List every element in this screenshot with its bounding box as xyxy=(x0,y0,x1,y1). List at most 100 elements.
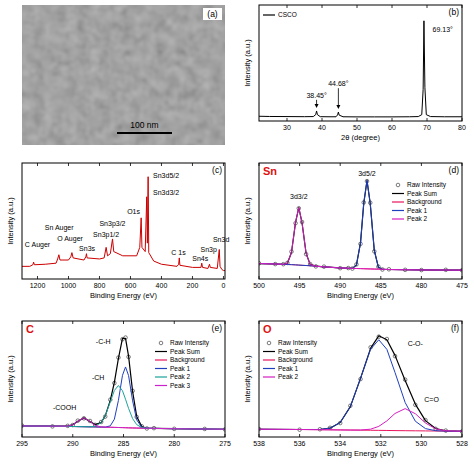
legend-label: Peak Sum xyxy=(407,190,437,197)
x-tick-label: 536 xyxy=(294,440,306,447)
x-tick-label: 290 xyxy=(67,440,79,447)
plot-frame xyxy=(259,321,462,437)
x-axis-title: 2θ (degree) xyxy=(341,133,380,142)
legend-swatch xyxy=(155,376,167,377)
legend-swatch xyxy=(392,193,404,194)
annotation: Sn Auger xyxy=(45,224,74,232)
legend-swatch xyxy=(392,210,404,211)
x-tick-label: 60 xyxy=(388,124,396,131)
legend-label: Peak 1 xyxy=(170,365,191,372)
legend-swatch xyxy=(155,385,167,386)
panel: 295290285280275C(e)Raw IntensityPeak Sum… xyxy=(6,321,231,458)
y-axis-title: Intensity (a.u.) xyxy=(243,355,252,403)
series-line xyxy=(259,340,462,431)
legend-label: Background xyxy=(170,356,205,364)
x-tick-label: 530 xyxy=(416,440,428,447)
legend-swatch xyxy=(263,359,275,360)
x-tick-label: 495 xyxy=(294,282,306,289)
figure: (a)100 nm304050607080(b)CSCO69.13°38.45°… xyxy=(0,0,474,474)
series-line xyxy=(259,208,462,271)
annotation: O Auger xyxy=(57,235,83,243)
annotation-arrowhead xyxy=(336,105,340,109)
annotation: 3d5/2 xyxy=(358,170,376,177)
x-tick-label: 528 xyxy=(456,440,468,447)
legend-swatch xyxy=(263,14,275,15)
series-line xyxy=(22,367,225,429)
series-line xyxy=(259,180,462,270)
data xyxy=(259,179,462,272)
annotation: Sn3p3/2 xyxy=(99,220,125,228)
legend-label: Peak 2 xyxy=(278,373,299,380)
data xyxy=(259,335,462,433)
legend-label: Peak 1 xyxy=(278,365,299,372)
annotation: 38.45° xyxy=(306,92,327,99)
series-line xyxy=(259,409,462,432)
x-tick-label: 40 xyxy=(318,124,326,131)
annotation: C-O- xyxy=(408,340,424,347)
series-line xyxy=(22,338,225,429)
legend-label: Peak 3 xyxy=(170,382,191,389)
annotation: Sn3p1/2 xyxy=(93,231,119,239)
panel: 500495490485480475Sn(d)Raw IntensityPeak… xyxy=(243,163,468,300)
plot-frame xyxy=(259,163,462,279)
plot-frame xyxy=(22,163,225,279)
data xyxy=(22,177,225,271)
x-tick-label: 0 xyxy=(221,282,225,289)
plot-frame xyxy=(259,5,462,121)
panel: 538 536 534 532 530 528 O (f) Raw IntensityPeak … xyxy=(243,321,468,458)
x-tick-label: 280 xyxy=(168,440,180,447)
legend-swatch xyxy=(155,359,167,360)
annotation: Sn4s xyxy=(192,255,208,262)
panel-letter: (d) xyxy=(449,165,460,175)
legend-swatch xyxy=(263,376,275,377)
plot-frame xyxy=(22,321,225,437)
x-tick-label: 480 xyxy=(416,282,428,289)
annotation: O1s xyxy=(127,208,140,215)
panel-letter: (a) xyxy=(207,9,218,19)
legend-label: Peak 1 xyxy=(407,207,428,214)
annotation-arrowhead xyxy=(315,104,319,108)
x-tick-label: 50 xyxy=(353,124,361,131)
annotation: Sn3p xyxy=(201,246,217,254)
x-tick-label: 532 xyxy=(375,440,387,447)
x-tick-label: 800 xyxy=(94,282,106,289)
panel: (a)100 nm xyxy=(22,5,225,145)
legend-label: Raw Intensity xyxy=(170,339,210,347)
x-tick-label: 538 xyxy=(253,440,265,447)
panel-letter: (f) xyxy=(451,323,459,333)
x-tick-label: 400 xyxy=(156,282,168,289)
micrograph-grain xyxy=(22,5,225,145)
legend-swatch xyxy=(155,351,167,352)
annotation: -C-H xyxy=(96,338,111,345)
element-label: O xyxy=(263,323,272,335)
legend-swatch xyxy=(396,183,400,187)
annotation: C=O xyxy=(424,396,439,403)
legend-label: CSCO xyxy=(278,11,297,18)
x-tick-label: 534 xyxy=(334,440,346,447)
legend-label: Peak Sum xyxy=(278,348,308,355)
x-tick-label: 1200 xyxy=(30,282,46,289)
legend-label: Peak 2 xyxy=(170,373,191,380)
y-axis-title: Intensity (a.u.) xyxy=(6,355,15,403)
legend-label: Peak 2 xyxy=(407,215,428,222)
data xyxy=(259,21,462,117)
plot-area xyxy=(259,321,462,437)
x-tick-label: 490 xyxy=(334,282,346,289)
legend-swatch xyxy=(392,218,404,219)
scale-bar xyxy=(117,132,172,134)
legend-swatch xyxy=(263,368,275,369)
legend: Raw IntensityPeak SumBackgroundPeak 1Pea… xyxy=(392,181,447,222)
x-tick-label: 1000 xyxy=(61,282,77,289)
panel-letter-box xyxy=(203,8,222,20)
x-tick-label: 500 xyxy=(253,282,265,289)
annotation: 3d3/2 xyxy=(290,193,308,200)
annotation: 69.13° xyxy=(433,26,454,33)
x-tick-label: 600 xyxy=(125,282,137,289)
x-tick-label: 70 xyxy=(423,124,431,131)
annotation: C Auger xyxy=(25,241,51,249)
plot-area xyxy=(259,5,462,121)
legend: Raw IntensityPeak SumBackgroundPeak 1Pea… xyxy=(263,339,318,380)
plot-area xyxy=(22,163,225,279)
element-label: Sn xyxy=(263,165,277,177)
y-axis-title: Intensity (a.u.) xyxy=(6,197,15,245)
